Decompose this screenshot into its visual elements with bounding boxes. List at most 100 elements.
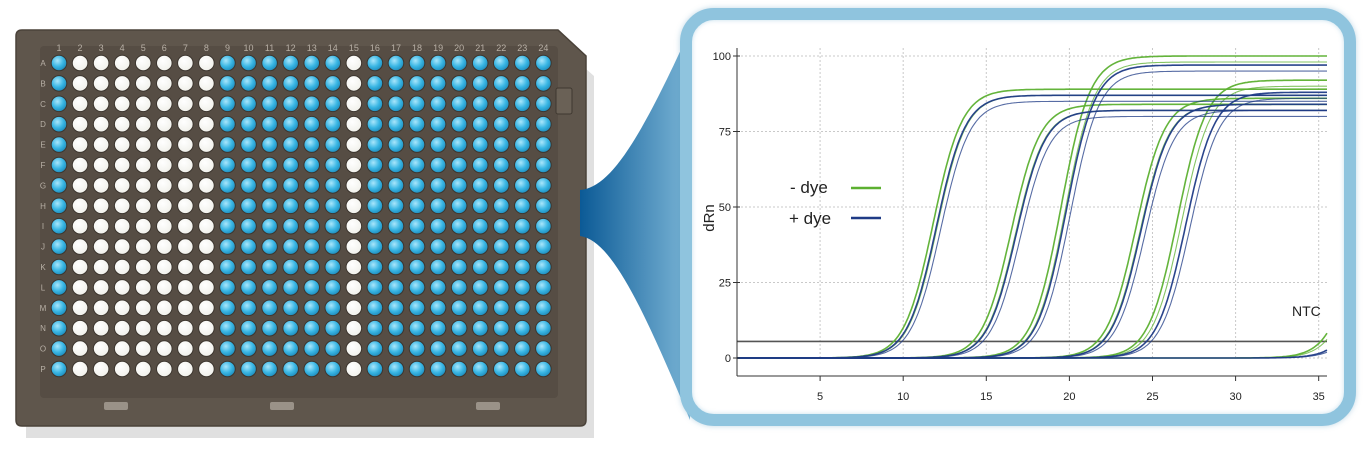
well-filled (492, 340, 510, 357)
well-filled (282, 156, 299, 174)
well-empty (156, 95, 173, 113)
well-filled (303, 360, 321, 378)
well-empty (198, 177, 215, 194)
well-empty (198, 95, 215, 113)
well-empty (92, 217, 110, 235)
well-filled (429, 54, 447, 72)
plate-row-label: F (41, 161, 46, 170)
well-empty (92, 177, 110, 194)
well-filled (535, 197, 552, 215)
well-empty (198, 258, 215, 276)
well-filled (535, 156, 552, 174)
well-empty (71, 360, 89, 378)
plate-row-label: J (41, 243, 45, 252)
well-filled (366, 136, 384, 153)
well-filled (492, 258, 510, 276)
well-filled (282, 75, 299, 92)
plate-row-label: G (40, 181, 46, 190)
well-empty (198, 340, 215, 357)
well-empty (177, 75, 194, 92)
y-tick-label: 25 (719, 278, 731, 290)
well-filled (282, 136, 299, 153)
well-filled (408, 95, 426, 113)
well-filled (492, 360, 510, 378)
well-filled (240, 340, 257, 357)
well-filled (219, 340, 236, 357)
well-empty (177, 115, 194, 133)
well-empty (345, 75, 363, 92)
well-filled (261, 75, 278, 92)
well-filled (261, 156, 278, 174)
well-filled (408, 136, 426, 153)
well-empty (177, 95, 194, 113)
well-filled (514, 299, 531, 317)
well-filled (492, 197, 510, 215)
well-filled (240, 197, 257, 215)
well-empty (92, 319, 110, 337)
well-filled (492, 299, 510, 317)
plate-foot (104, 402, 128, 410)
well-filled (50, 238, 68, 255)
well-empty (113, 319, 131, 337)
well-empty (198, 156, 215, 174)
plate-column-label: 18 (412, 43, 422, 53)
well-filled (50, 115, 68, 133)
well-filled (261, 340, 278, 357)
x-tick-label: 15 (980, 391, 992, 403)
well-filled (535, 238, 552, 255)
well-filled (324, 156, 342, 174)
plate-row-label: C (40, 100, 46, 109)
well-empty (134, 238, 152, 255)
well-filled (303, 340, 321, 357)
well-filled (429, 75, 447, 92)
well-filled (535, 136, 552, 153)
well-empty (92, 258, 110, 276)
well-filled (219, 197, 236, 215)
well-filled (492, 75, 510, 92)
well-filled (535, 75, 552, 92)
well-filled (240, 136, 257, 153)
well-filled (303, 238, 321, 255)
well-filled (240, 95, 257, 113)
well-filled (387, 258, 405, 276)
plate-column-label: 12 (286, 43, 296, 53)
plate-column-label: 20 (454, 43, 464, 53)
chart-axes: 5 10 15 20 25 30 35 0 25 50 75 100 (713, 48, 1327, 403)
plate-column-label: 4 (120, 43, 125, 53)
well-filled (471, 340, 489, 357)
well-filled (366, 95, 384, 113)
plate-column-label: 15 (349, 43, 359, 53)
well-empty (345, 54, 363, 72)
well-filled (324, 177, 342, 194)
well-filled (471, 238, 489, 255)
well-filled (303, 177, 321, 194)
well-filled (219, 115, 236, 133)
well-filled (303, 115, 321, 133)
well-empty (345, 177, 363, 194)
well-filled (240, 156, 257, 174)
well-filled (366, 299, 384, 317)
well-filled (429, 360, 447, 378)
well-filled (408, 156, 426, 174)
well-filled (492, 95, 510, 113)
well-empty (92, 75, 110, 92)
well-empty (134, 95, 152, 113)
well-filled (514, 156, 531, 174)
plate-column-label: 17 (391, 43, 401, 53)
well-empty (177, 197, 194, 215)
well-filled (471, 319, 489, 337)
plate-row-label: E (40, 141, 45, 150)
plate-row-label: A (40, 59, 46, 68)
well-filled (450, 75, 468, 92)
well-filled (429, 319, 447, 337)
well-filled (535, 177, 552, 194)
well-filled (387, 115, 405, 133)
well-empty (71, 177, 89, 194)
plate-row-label: I (42, 222, 44, 231)
well-filled (50, 279, 68, 296)
series-line-minus-dye (737, 103, 1327, 359)
well-empty (71, 95, 89, 113)
well-empty (345, 217, 363, 235)
well-filled (282, 340, 299, 357)
